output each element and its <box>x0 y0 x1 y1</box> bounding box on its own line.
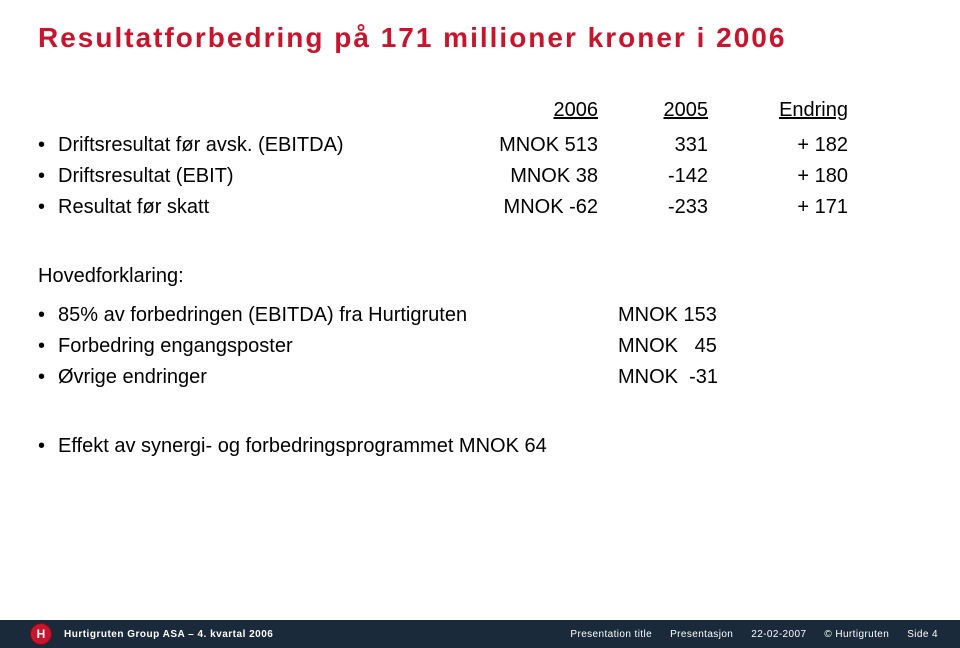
effect-row: • Effekt av synergi- og forbedringsprogr… <box>38 431 900 462</box>
explain-row: • Øvrige endringer MNOK -31 <box>38 362 900 393</box>
table-row: • Driftsresultat (EBIT) MNOK 38 -142 + 1… <box>38 161 900 192</box>
logo-letter: H <box>37 627 46 641</box>
explain-value: MNOK 153 <box>618 300 758 331</box>
table-row: • Resultat før skatt MNOK -62 -233 + 171 <box>38 192 900 223</box>
explain-row: • Forbedring engangsposter MNOK 45 <box>38 331 900 362</box>
explain-label: Forbedring engangsposter <box>58 331 618 362</box>
footer-bar: H Hurtigruten Group ASA – 4. kvartal 200… <box>0 620 960 648</box>
explain-heading: Hovedforklaring: <box>38 261 900 292</box>
bullet-icon: • <box>38 331 45 362</box>
table-header: 2006 2005 Endring <box>38 95 900 126</box>
explain-row: • 85% av forbedringen (EBITDA) fra Hurti… <box>38 300 900 331</box>
effect-label: Effekt av synergi- og forbedringsprogram… <box>58 431 547 462</box>
explain-label: Øvrige endringer <box>58 362 618 393</box>
row-change: + 171 <box>708 192 848 223</box>
footer-copyright: © Hurtigruten <box>824 629 889 640</box>
explain-value: MNOK 45 <box>618 331 758 362</box>
col-header-2005: 2005 <box>598 95 708 126</box>
footer-right-block: Presentation title Presentasjon 22-02-20… <box>570 629 938 640</box>
bullet-icon: • <box>38 431 45 462</box>
row-label: Resultat før skatt <box>58 192 478 223</box>
footer-presentation-name: Presentasjon <box>670 629 733 640</box>
footer-left: Hurtigruten Group ASA – 4. kvartal 2006 <box>64 629 273 640</box>
bullet-icon: • <box>38 192 45 223</box>
row-label: Driftsresultat før avsk. (EBITDA) <box>58 130 478 161</box>
explain-label: 85% av forbedringen (EBITDA) fra Hurtigr… <box>58 300 618 331</box>
footer-presentation-title: Presentation title <box>570 629 652 640</box>
slide: Resultatforbedring på 171 millioner kron… <box>0 0 960 648</box>
row-v1: MNOK 38 <box>478 161 598 192</box>
slide-title: Resultatforbedring på 171 millioner kron… <box>38 22 786 54</box>
col-header-2006: 2006 <box>478 95 598 126</box>
bullet-icon: • <box>38 362 45 393</box>
bullet-icon: • <box>38 130 45 161</box>
row-label: Driftsresultat (EBIT) <box>58 161 478 192</box>
footer-page: Side 4 <box>907 629 938 640</box>
row-v2: -142 <box>598 161 708 192</box>
row-v1: MNOK 513 <box>478 130 598 161</box>
footer-date: 22-02-2007 <box>751 629 806 640</box>
content-area: 2006 2005 Endring • Driftsresultat før a… <box>38 95 900 462</box>
row-change: + 180 <box>708 161 848 192</box>
bullet-icon: • <box>38 300 45 331</box>
table-row: • Driftsresultat før avsk. (EBITDA) MNOK… <box>38 130 900 161</box>
bullet-icon: • <box>38 161 45 192</box>
row-v2: 331 <box>598 130 708 161</box>
row-v1: MNOK -62 <box>478 192 598 223</box>
row-change: + 182 <box>708 130 848 161</box>
row-v2: -233 <box>598 192 708 223</box>
col-header-change: Endring <box>708 95 848 126</box>
explain-value: MNOK -31 <box>618 362 758 393</box>
logo-icon: H <box>30 623 52 645</box>
